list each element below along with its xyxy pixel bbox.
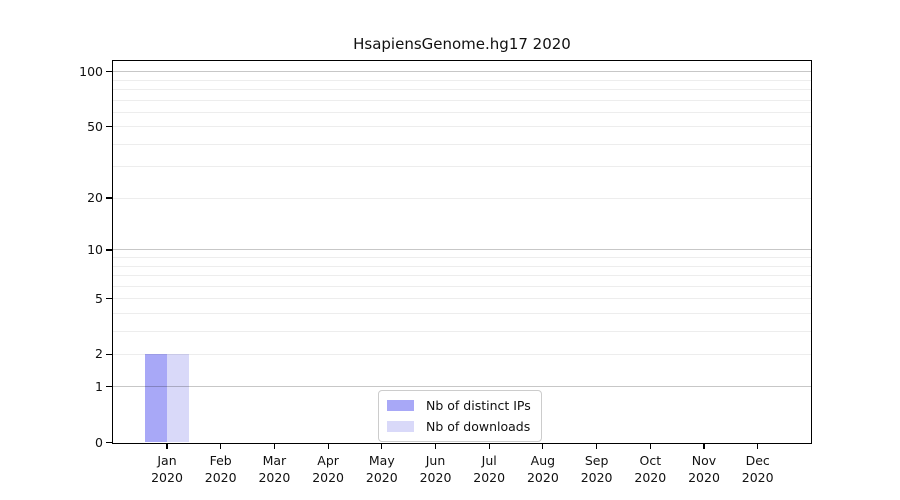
legend-item-distinct-ips: Nb of distinct IPs <box>387 398 531 413</box>
y-tick-mark <box>106 249 112 251</box>
x-tick-month: Nov <box>691 453 717 468</box>
x-tick-label-aug: Aug 2020 <box>511 452 575 486</box>
y-tick-label: 100 <box>79 63 103 79</box>
x-tick-label-dec: Dec 2020 <box>726 452 790 486</box>
y-tick-mark <box>106 353 112 355</box>
x-tick-mark <box>703 444 705 449</box>
x-tick-year: 2020 <box>580 470 613 485</box>
x-tick-year: 2020 <box>204 470 237 485</box>
gridline-minor <box>113 275 811 277</box>
gridline-minor <box>113 126 811 128</box>
y-tick-label: 5 <box>95 290 103 306</box>
gridline-minor <box>113 89 811 91</box>
gridline-major <box>113 249 811 251</box>
y-tick-mark <box>106 71 112 73</box>
x-tick-mark <box>273 444 275 449</box>
gridline-minor <box>113 143 811 145</box>
x-tick-label-sep: Sep 2020 <box>565 452 629 486</box>
x-tick-month: Jul <box>481 453 497 468</box>
x-tick-mark <box>542 444 544 449</box>
chart-title: HsapiensGenome.hg17 2020 <box>353 35 571 53</box>
y-tick-label: 50 <box>87 118 103 134</box>
x-tick-label-oct: Oct 2020 <box>618 452 682 486</box>
gridline-minor <box>113 285 811 287</box>
legend-label: Nb of downloads <box>426 419 531 434</box>
legend-swatch <box>387 421 414 432</box>
x-tick-month: Jan <box>157 453 177 468</box>
legend-item-downloads: Nb of downloads <box>387 419 531 434</box>
y-tick-mark <box>106 441 112 444</box>
x-tick-label-mar: Mar 2020 <box>242 452 306 486</box>
x-tick-label-jan: Jan 2020 <box>135 452 199 486</box>
plot-area-border <box>112 60 812 444</box>
gridline-minor <box>113 79 811 81</box>
y-tick-label: 10 <box>87 241 103 257</box>
x-tick-year: 2020 <box>365 470 398 485</box>
gridline-minor <box>113 197 811 199</box>
gridline-major <box>113 71 811 73</box>
x-tick-mark <box>649 444 651 449</box>
x-tick-month: Apr <box>317 453 339 468</box>
y-tick-label: 20 <box>87 190 103 206</box>
y-tick-mark <box>106 126 112 128</box>
x-tick-month: Feb <box>209 453 232 468</box>
x-tick-mark <box>757 444 759 449</box>
x-tick-year: 2020 <box>688 470 720 485</box>
gridline-minor <box>113 257 811 259</box>
y-tick-label: 2 <box>95 346 103 362</box>
x-tick-mark <box>434 444 437 449</box>
legend: Nb of distinct IPs Nb of downloads <box>378 390 542 442</box>
x-tick-year: 2020 <box>258 470 291 485</box>
x-tick-label-may: May 2020 <box>350 452 414 486</box>
gridline-minor <box>113 312 811 314</box>
x-tick-month: Dec <box>745 453 770 468</box>
x-tick-mark <box>166 444 168 449</box>
x-tick-mark <box>488 444 490 449</box>
legend-label: Nb of distinct IPs <box>426 398 531 413</box>
x-tick-year: 2020 <box>419 470 452 485</box>
y-tick-mark <box>106 386 112 388</box>
x-tick-mark <box>381 444 383 449</box>
bar-jan-ips <box>144 354 167 443</box>
y-tick-mark <box>106 298 112 300</box>
x-tick-label-jun: Jun 2020 <box>404 452 468 486</box>
x-tick-year: 2020 <box>526 470 559 485</box>
x-tick-year: 2020 <box>473 470 506 485</box>
x-tick-month: Jun <box>425 453 446 468</box>
y-tick-mark <box>106 197 112 199</box>
x-tick-year: 2020 <box>741 470 774 485</box>
x-tick-year: 2020 <box>634 470 667 485</box>
gridline-minor <box>113 265 811 267</box>
legend-swatch <box>387 400 414 411</box>
x-tick-mark <box>596 444 598 449</box>
gridline-minor <box>113 166 811 168</box>
x-tick-label-apr: Apr 2020 <box>296 452 360 486</box>
gridline-minor <box>113 330 811 332</box>
y-tick-label: 1 <box>95 378 103 394</box>
x-tick-label-feb: Feb 2020 <box>189 452 253 486</box>
x-tick-month: May <box>368 453 395 468</box>
x-tick-month: Mar <box>262 453 287 468</box>
gridline-major <box>113 386 811 388</box>
y-tick-label: 0 <box>95 434 103 450</box>
x-tick-mark <box>220 444 222 449</box>
x-tick-mark <box>327 444 329 449</box>
x-tick-year: 2020 <box>312 470 344 485</box>
x-tick-year: 2020 <box>151 470 183 485</box>
x-tick-month: Oct <box>639 453 662 468</box>
gridline-minor <box>113 99 811 101</box>
x-tick-month: Aug <box>530 453 556 468</box>
x-tick-month: Sep <box>584 453 609 468</box>
bar-jan-downloads <box>166 354 189 443</box>
x-tick-label-nov: Nov 2020 <box>672 452 736 486</box>
gridline-minor <box>113 111 811 113</box>
x-tick-label-jul: Jul 2020 <box>457 452 521 486</box>
gridline-minor <box>113 353 811 355</box>
gridline-minor <box>113 298 811 300</box>
